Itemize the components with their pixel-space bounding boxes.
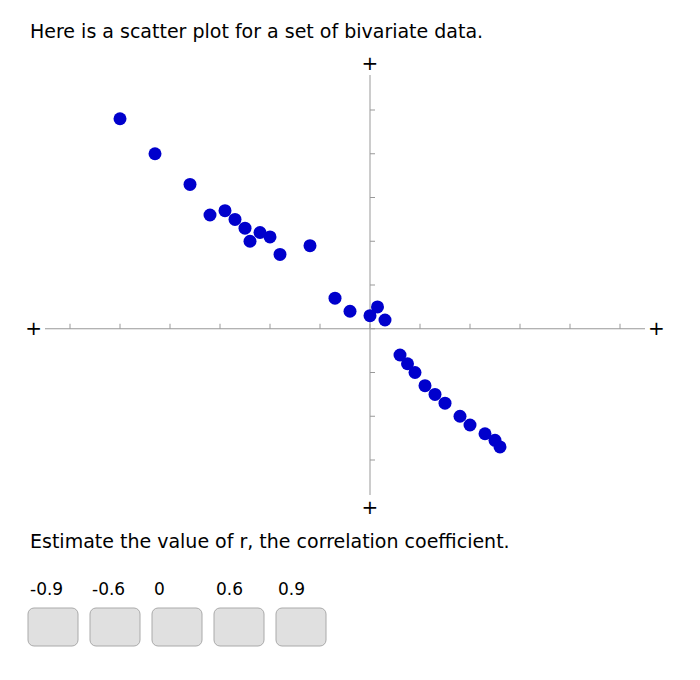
x-tick xyxy=(470,324,471,329)
axis-end-marker: + xyxy=(25,316,42,340)
axis-end-marker: + xyxy=(648,316,665,340)
choice-box[interactable] xyxy=(214,608,264,646)
x-tick xyxy=(320,324,321,329)
point xyxy=(114,112,127,125)
point xyxy=(184,178,197,191)
x-tick xyxy=(220,324,221,329)
point xyxy=(454,410,467,423)
point xyxy=(409,366,422,379)
choice-label: -0.6 xyxy=(92,579,125,599)
point xyxy=(371,300,384,313)
y-tick xyxy=(370,285,375,286)
title: Here is a scatter plot for a set of biva… xyxy=(30,20,483,42)
point xyxy=(229,213,242,226)
point xyxy=(239,222,252,235)
point xyxy=(439,397,452,410)
point xyxy=(419,379,432,392)
x-tick xyxy=(70,324,71,329)
choice-box[interactable] xyxy=(152,608,202,646)
point xyxy=(304,239,317,252)
x-tick xyxy=(270,324,271,329)
x-tick xyxy=(570,324,571,329)
choice-label: 0 xyxy=(154,579,165,599)
choice-label: 0.9 xyxy=(278,579,305,599)
axis-end-marker: + xyxy=(362,51,379,75)
choice-label: 0.6 xyxy=(216,579,243,599)
y-tick xyxy=(370,110,375,111)
y-tick xyxy=(370,416,375,417)
point xyxy=(429,388,442,401)
y-tick xyxy=(370,197,375,198)
point xyxy=(264,230,277,243)
point xyxy=(244,235,257,248)
point xyxy=(274,248,287,261)
point xyxy=(149,147,162,160)
x-tick xyxy=(620,324,621,329)
x-tick xyxy=(120,324,121,329)
axis-end-marker: + xyxy=(362,495,379,519)
point xyxy=(379,314,392,327)
x-tick xyxy=(370,324,371,329)
point xyxy=(464,419,477,432)
point xyxy=(204,209,217,222)
x-tick xyxy=(420,324,421,329)
y-tick xyxy=(370,460,375,461)
choice-box[interactable] xyxy=(28,608,78,646)
subtitle: Estimate the value of r, the correlation… xyxy=(30,530,510,552)
x-tick xyxy=(520,324,521,329)
x-axis xyxy=(45,328,645,329)
point xyxy=(219,204,232,217)
x-tick xyxy=(170,324,171,329)
choice-box[interactable] xyxy=(90,608,140,646)
choice-label: -0.9 xyxy=(30,579,63,599)
y-tick xyxy=(370,241,375,242)
point xyxy=(494,440,507,453)
points xyxy=(114,112,507,453)
point xyxy=(344,305,357,318)
y-tick xyxy=(370,328,375,329)
y-tick xyxy=(370,372,375,373)
chart: Here is a scatter plot for a set of biva… xyxy=(0,0,700,680)
y-tick xyxy=(370,153,375,154)
point xyxy=(329,292,342,305)
choice-box[interactable] xyxy=(276,608,326,646)
